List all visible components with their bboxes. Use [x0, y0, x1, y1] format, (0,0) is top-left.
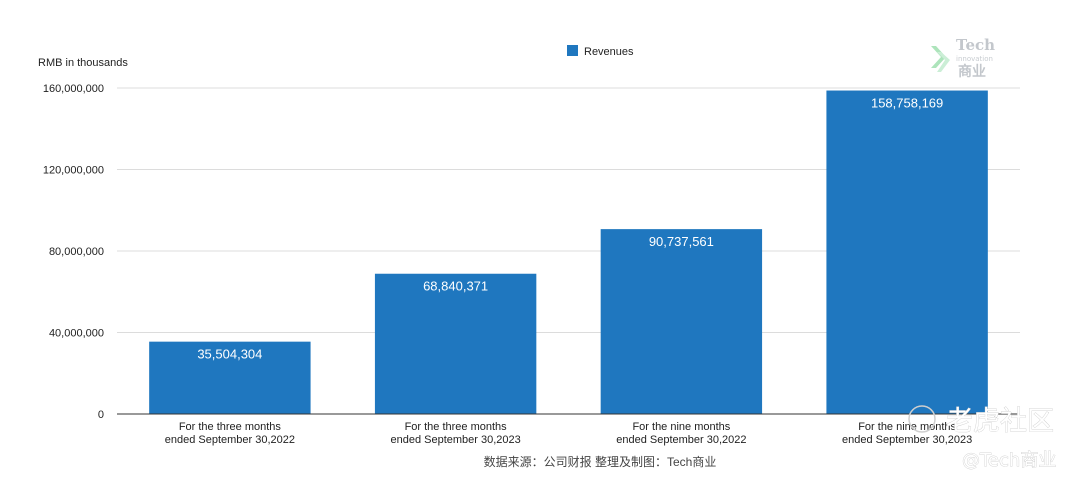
- bar[interactable]: [600, 229, 763, 414]
- x-category-label: ended September 30,2023: [842, 434, 972, 446]
- x-category-label: ended September 30,2023: [390, 434, 520, 446]
- logo-text-innovation: innovation: [956, 55, 993, 63]
- bar[interactable]: [826, 90, 988, 415]
- legend-swatch: [567, 45, 578, 56]
- bars: 35,504,304 68,840,371 90,737,561 158,758,16…: [149, 90, 988, 415]
- site-watermark: 老虎社区 @Tech商业: [908, 405, 1057, 471]
- y-tick-label: 40,000,000: [49, 328, 104, 340]
- x-category-label: For the nine months: [632, 421, 730, 433]
- legend-label-revenues: Revenues: [584, 46, 634, 58]
- y-axis-title: RMB in thousands: [38, 57, 128, 69]
- bar[interactable]: [374, 273, 537, 414]
- logo-text-tech: Tech: [956, 36, 995, 54]
- site-name-watermark: 老虎社区: [946, 406, 1054, 437]
- bar-value-label: 90,737,561: [649, 234, 714, 249]
- y-tick-label: 120,000,000: [43, 165, 104, 177]
- x-category-label: For the three months: [179, 421, 282, 433]
- bar-value-label: 158,758,169: [871, 96, 943, 111]
- chevron-right-icon: [937, 52, 950, 72]
- x-category-label: ended September 30,2022: [616, 434, 746, 446]
- author-handle-watermark: @Tech商业: [962, 450, 1056, 471]
- y-axis-ticks: 0 40,000,000 80,000,000 120,000,000 160,000,…: [43, 83, 104, 421]
- legend[interactable]: Revenues: [567, 45, 634, 58]
- source-note: 数据来源：公司财报 整理及制图：Tech商业: [484, 454, 717, 469]
- x-category-label: ended September 30,2022: [165, 434, 295, 446]
- logo-text-shangye: 商业: [958, 63, 986, 80]
- tech-logo-watermark: Tech innovation 商业: [931, 36, 995, 80]
- bar-value-label: 68,840,371: [423, 279, 488, 294]
- y-tick-label: 160,000,000: [43, 83, 104, 95]
- y-tick-label: 80,000,000: [49, 246, 104, 258]
- tiger-icon: [908, 405, 936, 433]
- x-category-label: For the three months: [405, 421, 508, 433]
- y-tick-label: 0: [98, 409, 104, 421]
- x-category-label: For the nine months: [858, 421, 956, 433]
- bar[interactable]: [149, 341, 311, 414]
- bar-value-label: 35,504,304: [197, 347, 262, 362]
